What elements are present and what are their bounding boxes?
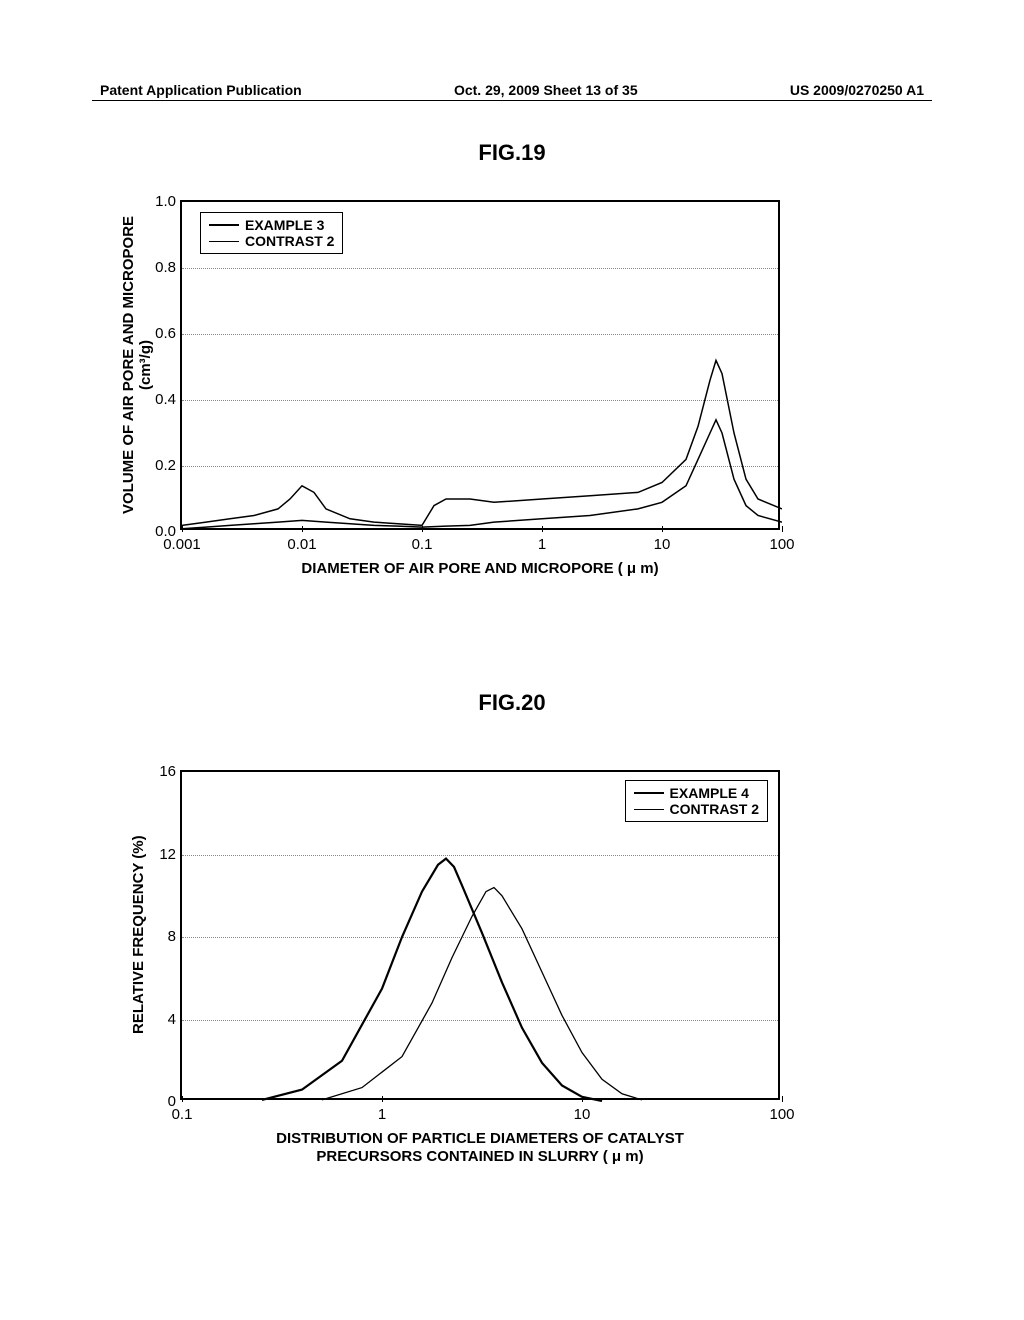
y-tick-label: 16 bbox=[140, 763, 176, 780]
header-right: US 2009/0270250 A1 bbox=[790, 82, 924, 98]
y-tick-label: 12 bbox=[140, 846, 176, 863]
fig19-xlabel: DIAMETER OF AIR PORE AND MICROPORE ( μ m… bbox=[180, 560, 780, 577]
legend-item: CONTRAST 2 bbox=[209, 233, 334, 249]
series-example4 bbox=[262, 859, 602, 1101]
legend-line-icon bbox=[634, 792, 664, 794]
header-left: Patent Application Publication bbox=[100, 82, 302, 98]
x-tick-label: 100 bbox=[757, 536, 807, 553]
fig20-title: FIG.20 bbox=[0, 690, 1024, 716]
fig19-plot-area: 0.00.20.40.60.81.00.0010.010.1110100EXAM… bbox=[180, 200, 780, 530]
legend-label: CONTRAST 2 bbox=[245, 233, 334, 249]
y-tick-label: 4 bbox=[140, 1011, 176, 1028]
legend-item: CONTRAST 2 bbox=[634, 801, 759, 817]
x-tick-label: 0.1 bbox=[157, 1106, 207, 1123]
legend-line-icon bbox=[209, 241, 239, 242]
fig19-title: FIG.19 bbox=[0, 140, 1024, 166]
x-tick-label: 1 bbox=[357, 1106, 407, 1123]
fig19-chart: VOLUME OF AIR PORE AND MICROPORE (cm³/g)… bbox=[180, 200, 780, 530]
fig19-ylabel: VOLUME OF AIR PORE AND MICROPORE (cm³/g) bbox=[120, 200, 154, 530]
y-tick-label: 0.6 bbox=[140, 325, 176, 342]
x-tick-label: 1 bbox=[517, 536, 567, 553]
legend: EXAMPLE 3CONTRAST 2 bbox=[200, 212, 343, 254]
legend-label: EXAMPLE 4 bbox=[670, 785, 749, 801]
legend-item: EXAMPLE 4 bbox=[634, 785, 759, 801]
header-rule bbox=[92, 100, 932, 101]
legend-item: EXAMPLE 3 bbox=[209, 217, 334, 233]
fig20-chart: RELATIVE FREQUENCY (%) 04812160.1110100E… bbox=[180, 770, 780, 1100]
fig20-plot-area: 04812160.1110100EXAMPLE 4CONTRAST 2 bbox=[180, 770, 780, 1100]
x-tick-label: 0.01 bbox=[277, 536, 327, 553]
x-tick-label: 10 bbox=[637, 536, 687, 553]
x-tick-label: 0.001 bbox=[157, 536, 207, 553]
series-contrast2 bbox=[322, 888, 642, 1100]
legend-label: CONTRAST 2 bbox=[670, 801, 759, 817]
series-contrast2 bbox=[182, 420, 782, 529]
x-tick-label: 100 bbox=[757, 1106, 807, 1123]
fig20-xlabel-line2: PRECURSORS CONTAINED IN SLURRY ( μ m) bbox=[180, 1148, 780, 1165]
y-tick-label: 8 bbox=[140, 928, 176, 945]
y-tick-label: 1.0 bbox=[140, 193, 176, 210]
series-example3 bbox=[182, 360, 782, 525]
legend-line-icon bbox=[634, 809, 664, 810]
page-header: Patent Application Publication Oct. 29, … bbox=[0, 82, 1024, 98]
legend: EXAMPLE 4CONTRAST 2 bbox=[625, 780, 768, 822]
y-tick-label: 0.2 bbox=[140, 457, 176, 474]
x-tick-label: 0.1 bbox=[397, 536, 447, 553]
legend-label: EXAMPLE 3 bbox=[245, 217, 324, 233]
x-tick-label: 10 bbox=[557, 1106, 607, 1123]
fig20-xlabel-line1: DISTRIBUTION OF PARTICLE DIAMETERS OF CA… bbox=[180, 1130, 780, 1147]
legend-line-icon bbox=[209, 224, 239, 226]
y-tick-label: 0.4 bbox=[140, 391, 176, 408]
y-tick-label: 0.8 bbox=[140, 259, 176, 276]
header-center: Oct. 29, 2009 Sheet 13 of 35 bbox=[454, 82, 638, 98]
